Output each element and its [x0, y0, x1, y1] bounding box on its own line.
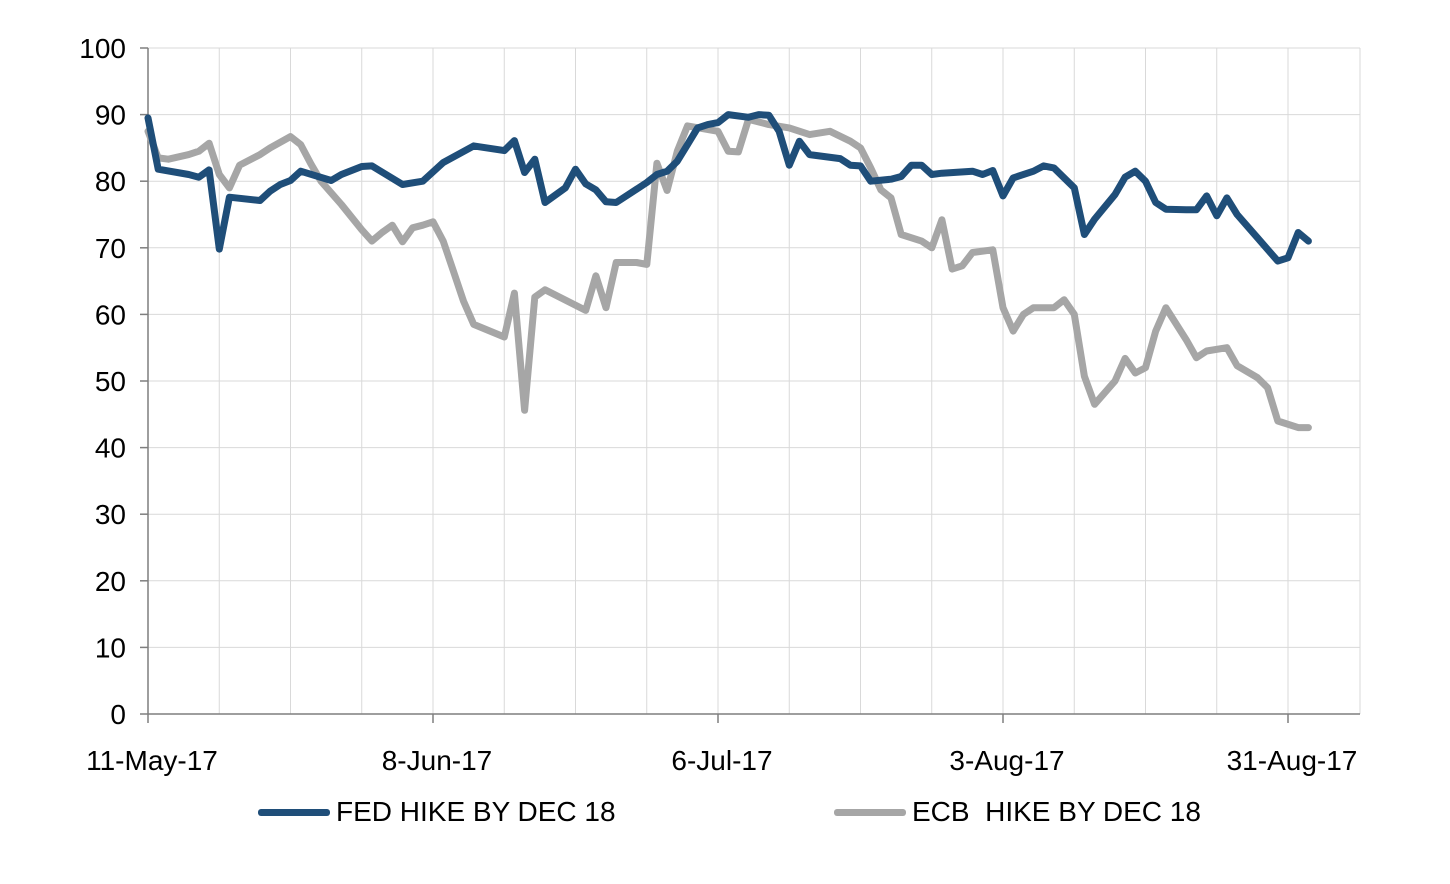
axes — [140, 47, 1360, 723]
legend-label-fed: FED HIKE BY DEC 18 — [336, 796, 616, 827]
y-tick-label: 10 — [95, 632, 126, 663]
legend-swatch-ecb — [834, 808, 906, 816]
series-line-fed — [144, 111, 1312, 265]
gridlines — [148, 47, 1361, 714]
series-lines — [144, 111, 1312, 432]
y-tick-label: 40 — [95, 433, 126, 464]
y-tick-label: 90 — [95, 100, 126, 131]
x-tick-label: 6-Jul-17 — [671, 745, 772, 776]
y-tick-label: 30 — [95, 499, 126, 530]
legend-item-fed: FED HIKE BY DEC 18 — [258, 796, 616, 828]
tick-labels: 0 10 20 30 40 50 60 70 80 90 100 11-May-17 8-Jun-17 6… — [79, 33, 1357, 776]
y-tick-label: 50 — [95, 366, 126, 397]
y-tick-label: 0 — [110, 699, 126, 730]
legend: FED HIKE BY DEC 18 ECB HIKE BY DEC 18 — [0, 796, 1450, 840]
y-tick-label: 70 — [95, 233, 126, 264]
legend-item-ecb: ECB HIKE BY DEC 18 — [834, 796, 1201, 828]
x-tick-label: 11-May-17 — [86, 745, 218, 776]
x-tick-label: 3-Aug-17 — [949, 745, 1064, 776]
legend-swatch-fed — [258, 808, 330, 816]
x-tick-label: 8-Jun-17 — [382, 745, 493, 776]
y-tick-label: 20 — [95, 566, 126, 597]
x-tick-label: 31-Aug-17 — [1227, 745, 1358, 776]
y-tick-label: 60 — [95, 299, 126, 330]
legend-label-ecb: ECB HIKE BY DEC 18 — [912, 796, 1201, 827]
y-tick-label: 80 — [95, 166, 126, 197]
series-line-ecb — [144, 115, 1312, 432]
y-tick-label: 100 — [79, 33, 126, 64]
